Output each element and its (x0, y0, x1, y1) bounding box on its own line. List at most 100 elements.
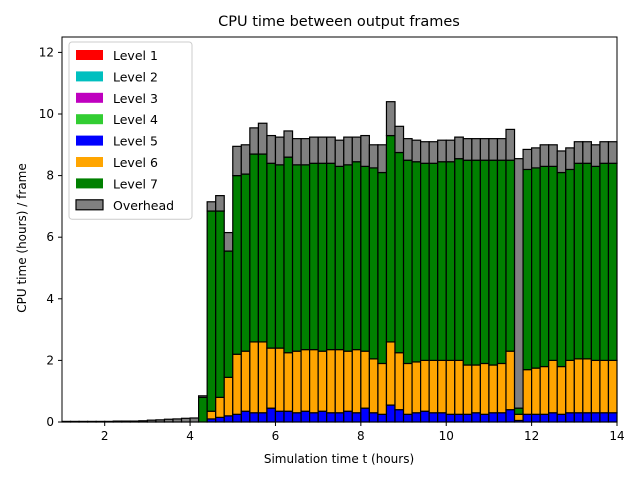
legend-swatch-overhead (75, 199, 104, 211)
bar-overhead-41 (411, 139, 422, 163)
bar-level-6-34 (351, 349, 362, 414)
bar-level-6-31 (326, 349, 336, 414)
bar-level-6-28 (300, 349, 311, 412)
bar-level-7-39 (394, 151, 405, 354)
bar-level-5-25 (274, 410, 285, 423)
bar-level-5-24 (266, 407, 277, 423)
bar-overhead-62 (590, 144, 601, 167)
bar-level-6-47 (462, 364, 473, 415)
bar-overhead-45 (445, 139, 456, 163)
bar-level-5-58 (556, 413, 567, 423)
bar-level-6-33 (343, 350, 353, 412)
bar-level-5-57 (548, 412, 558, 423)
bar-overhead-26 (283, 130, 294, 158)
bar-overhead-34 (351, 136, 362, 163)
x-axis-label: Simulation time t (hours) (264, 452, 414, 466)
bar-level-7-56 (539, 165, 550, 368)
bar-level-6-18 (215, 396, 225, 418)
bar-overhead-60 (573, 141, 584, 164)
bar-level-6-37 (377, 362, 388, 415)
bar-level-7-24 (266, 162, 277, 349)
y-tick-label-8: 8 (46, 169, 54, 183)
bar-overhead-58 (556, 150, 567, 174)
bar-overhead-52 (505, 128, 516, 161)
bar-level-6-36 (368, 358, 379, 414)
bar-level-6-27 (291, 350, 302, 414)
bar-level-6-42 (420, 359, 430, 412)
bar-level-6-50 (488, 364, 499, 414)
bar-level-6-41 (411, 361, 422, 414)
bar-overhead-30 (317, 136, 328, 164)
bar-overhead-18 (215, 195, 225, 212)
legend-label-level-5: Level 5 (113, 134, 158, 149)
bar-overhead-31 (326, 136, 336, 164)
bar-level-7-17 (206, 210, 217, 412)
bar-overhead-61 (582, 141, 592, 164)
x-tick-label-4: 4 (186, 429, 194, 443)
bar-level-6-20 (232, 353, 242, 415)
bar-level-6-60 (573, 358, 584, 414)
bar-level-5-38 (385, 404, 396, 423)
bar-level-5-19 (223, 415, 234, 423)
bar-level-6-54 (522, 369, 533, 415)
bar-level-5-44 (437, 412, 447, 423)
bar-level-7-64 (607, 162, 618, 361)
y-tick-label-4: 4 (46, 292, 54, 306)
bar-level-5-56 (539, 413, 550, 423)
bar-level-7-59 (565, 168, 575, 362)
bar-level-7-42 (420, 162, 430, 361)
bar-overhead-36 (368, 144, 379, 169)
bar-level-7-51 (496, 159, 507, 365)
plot-frame (61, 36, 618, 423)
bar-level-6-63 (599, 359, 610, 414)
legend-box (68, 41, 193, 220)
y-tick-label-6: 6 (46, 230, 54, 244)
legend-swatch-level-3 (76, 92, 103, 103)
bar-level-7-44 (437, 161, 447, 362)
bar-level-6-48 (471, 364, 481, 414)
bar-level-7-60 (573, 162, 584, 360)
bar-level-5-51 (496, 412, 507, 423)
bar-level-6-59 (565, 359, 575, 414)
bar-level-5-21 (240, 410, 251, 423)
bar-level-5-63 (599, 412, 610, 423)
bar-overhead-43 (428, 141, 439, 164)
bar-overhead-21 (240, 144, 251, 175)
bar-level-6-17 (206, 410, 217, 420)
bar-level-7-19 (223, 250, 234, 378)
legend-label-level-6: Level 6 (113, 155, 158, 170)
bar-level-7-35 (360, 165, 370, 352)
bar-level-6-57 (548, 359, 558, 414)
bar-level-5-55 (531, 413, 541, 423)
bar-level-5-64 (607, 412, 618, 423)
bar-level-5-59 (565, 412, 575, 423)
bar-level-5-52 (505, 409, 516, 423)
bar-overhead-15 (189, 417, 200, 423)
bar-overhead-25 (274, 136, 285, 166)
bar-overhead-19 (223, 231, 234, 252)
bar-overhead-54 (522, 148, 533, 171)
bar-level-7-34 (351, 161, 362, 351)
x-tick-label-8: 8 (357, 429, 365, 443)
bar-level-6-43 (428, 359, 439, 414)
bar-overhead-37 (377, 144, 388, 174)
bar-level-7-23 (257, 153, 268, 343)
bar-level-7-25 (274, 164, 285, 349)
bar-level-5-26 (283, 410, 294, 423)
bar-overhead-64 (607, 141, 618, 164)
x-tick-label-2: 2 (101, 429, 109, 443)
bar-overhead-29 (309, 136, 319, 164)
bar-level-5-28 (300, 410, 311, 423)
bar-overhead-22 (249, 127, 259, 155)
bar-level-7-41 (411, 161, 422, 363)
bar-level-6-22 (249, 341, 259, 414)
bar-level-7-40 (402, 159, 413, 365)
bar-level-5-60 (573, 412, 584, 423)
bar-overhead-51 (496, 138, 507, 161)
bar-level-6-56 (539, 365, 550, 415)
bar-level-6-61 (582, 358, 592, 414)
bar-level-5-30 (317, 410, 328, 423)
bar-level-7-48 (471, 159, 481, 366)
y-tick-label-12: 12 (39, 45, 54, 59)
